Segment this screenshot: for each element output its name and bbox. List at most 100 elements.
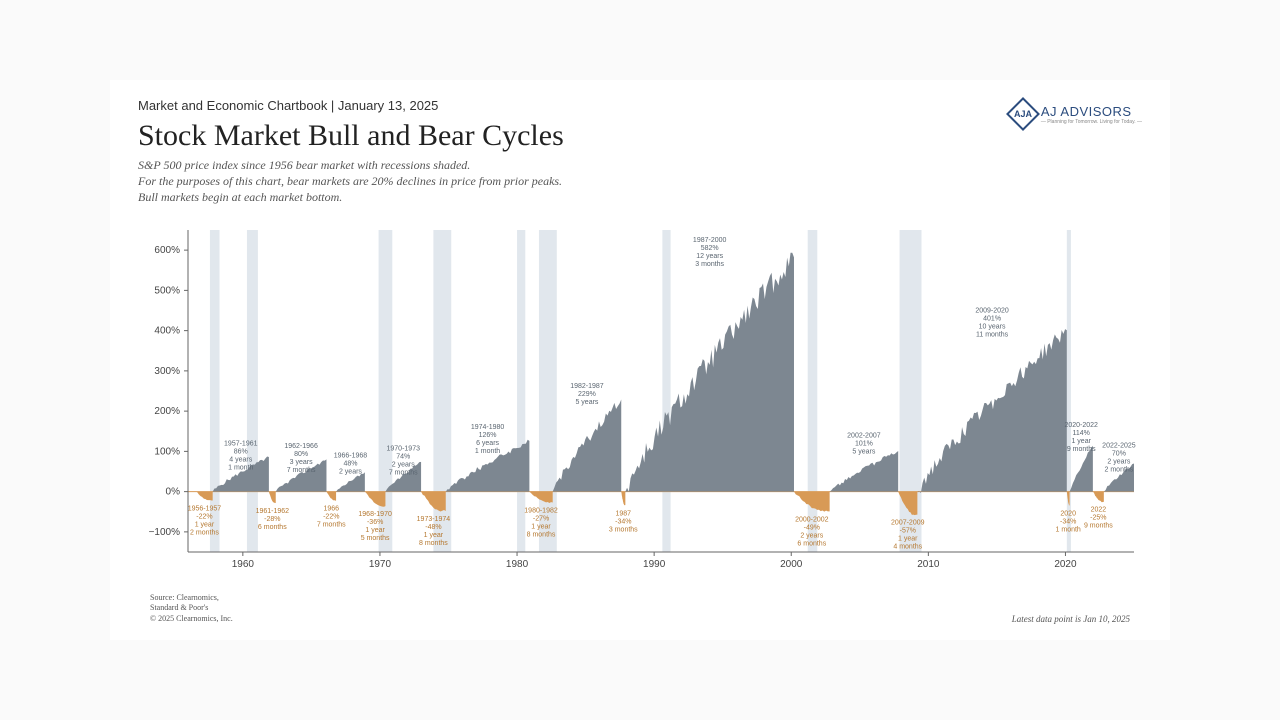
svg-text:1974-1980: 1974-1980 (471, 424, 505, 431)
svg-text:4 years: 4 years (229, 456, 252, 463)
svg-text:-22%: -22% (196, 513, 212, 520)
svg-text:7 months: 7 months (287, 467, 316, 474)
svg-text:5 years: 5 years (575, 399, 598, 406)
svg-text:1 month: 1 month (228, 464, 253, 471)
svg-text:1 year: 1 year (1071, 438, 1091, 445)
svg-text:7 months: 7 months (389, 470, 418, 477)
brand-name: AJ ADVISORS (1041, 104, 1142, 119)
svg-text:100%: 100% (154, 446, 180, 457)
svg-text:80%: 80% (294, 451, 308, 458)
svg-text:229%: 229% (578, 391, 596, 398)
svg-text:1987-2000: 1987-2000 (693, 237, 727, 244)
svg-text:1 year: 1 year (424, 532, 444, 539)
svg-text:1987: 1987 (616, 510, 632, 517)
svg-text:1 month: 1 month (1056, 526, 1081, 533)
svg-text:2 years: 2 years (339, 468, 362, 475)
svg-text:2002-2007: 2002-2007 (847, 432, 881, 439)
chart-area: −100%0%100%200%300%400%500%600%196019701… (138, 230, 1142, 580)
svg-text:582%: 582% (701, 245, 719, 252)
svg-text:600%: 600% (154, 245, 180, 256)
svg-text:3 months: 3 months (609, 526, 638, 533)
svg-text:1966: 1966 (323, 505, 339, 512)
svg-text:1973-1974: 1973-1974 (417, 516, 451, 523)
svg-text:1 year: 1 year (531, 523, 551, 530)
svg-text:10 years: 10 years (979, 324, 1006, 331)
svg-text:2000-2002: 2000-2002 (795, 516, 829, 523)
svg-text:2022-2025: 2022-2025 (1102, 442, 1136, 449)
svg-text:400%: 400% (154, 326, 180, 337)
svg-text:2 years: 2 years (1107, 458, 1130, 465)
svg-text:8 months: 8 months (419, 540, 448, 547)
svg-text:200%: 200% (154, 406, 180, 417)
svg-text:-25%: -25% (1090, 515, 1106, 522)
svg-text:86%: 86% (234, 448, 248, 455)
svg-text:500%: 500% (154, 285, 180, 296)
svg-text:5 years: 5 years (852, 448, 875, 455)
supertitle: Market and Economic Chartbook | January … (138, 98, 1011, 113)
svg-text:6 months: 6 months (797, 540, 826, 547)
svg-text:101%: 101% (855, 440, 873, 447)
svg-text:2022: 2022 (1091, 507, 1107, 514)
header-text: Market and Economic Chartbook | January … (138, 98, 1011, 206)
svg-text:114%: 114% (1073, 430, 1090, 437)
svg-text:11 months: 11 months (976, 332, 1009, 339)
svg-text:−100%: −100% (149, 527, 181, 538)
svg-text:48%: 48% (343, 460, 357, 467)
svg-text:1 year: 1 year (365, 527, 385, 534)
svg-text:-22%: -22% (323, 513, 339, 520)
header-row: Market and Economic Chartbook | January … (138, 98, 1142, 206)
chart-card: Market and Economic Chartbook | January … (110, 80, 1170, 640)
svg-text:8 months: 8 months (527, 531, 556, 538)
svg-text:9 months: 9 months (1067, 446, 1096, 453)
footer: Source: Clearnomics, Standard & Poor's ©… (150, 593, 1130, 624)
svg-text:1982-1987: 1982-1987 (570, 383, 604, 390)
copyright: © 2025 Clearnomics, Inc. (150, 614, 233, 624)
svg-text:1990: 1990 (643, 559, 666, 570)
svg-text:2 years: 2 years (392, 462, 415, 469)
svg-text:2020-2022: 2020-2022 (1064, 422, 1098, 429)
svg-text:5 months: 5 months (361, 535, 390, 542)
brand-badge-icon: AJA (1006, 97, 1040, 131)
svg-text:401%: 401% (983, 316, 1001, 323)
svg-text:-48%: -48% (425, 524, 441, 531)
svg-text:1956-1957: 1956-1957 (188, 505, 222, 512)
svg-text:1961-1962: 1961-1962 (256, 508, 290, 515)
svg-text:2009-2020: 2009-2020 (975, 308, 1009, 315)
svg-text:1980-1982: 1980-1982 (524, 507, 558, 514)
brand-logo: AJA AJ ADVISORS — Planning for Tomorrow.… (1011, 98, 1142, 126)
svg-text:2000: 2000 (780, 559, 803, 570)
svg-text:0%: 0% (166, 487, 181, 498)
svg-text:1962-1966: 1962-1966 (284, 443, 318, 450)
svg-text:-36%: -36% (367, 519, 383, 526)
svg-text:3 months: 3 months (695, 261, 724, 268)
chart-description: S&P 500 price index since 1956 bear mark… (138, 157, 1011, 206)
svg-text:7 months: 7 months (317, 521, 346, 528)
svg-text:1966-1968: 1966-1968 (334, 452, 368, 459)
svg-text:2010: 2010 (917, 559, 940, 570)
svg-text:70%: 70% (1112, 450, 1126, 457)
svg-text:1 year: 1 year (898, 536, 918, 543)
source-line: Source: Clearnomics, (150, 593, 233, 603)
svg-text:-27%: -27% (533, 515, 549, 522)
svg-text:1957-1961: 1957-1961 (224, 440, 258, 447)
svg-text:2 years: 2 years (800, 532, 823, 539)
desc-line: S&P 500 price index since 1956 bear mark… (138, 157, 1011, 173)
svg-text:2007-2009: 2007-2009 (891, 520, 925, 527)
svg-text:1970: 1970 (369, 559, 392, 570)
latest-data-note: Latest data point is Jan 10, 2025 (1012, 614, 1130, 624)
svg-text:1 month: 1 month (475, 448, 500, 455)
brand-tagline: — Planning for Tomorrow. Living for Toda… (1041, 119, 1142, 125)
svg-text:1970-1973: 1970-1973 (387, 446, 421, 453)
svg-text:1 year: 1 year (195, 521, 215, 528)
svg-text:-28%: -28% (264, 516, 280, 523)
desc-line: Bull markets begin at each market bottom… (138, 189, 1011, 205)
svg-text:300%: 300% (154, 366, 180, 377)
svg-text:-34%: -34% (615, 518, 631, 525)
brand-text: AJ ADVISORS — Planning for Tomorrow. Liv… (1041, 104, 1142, 125)
source-text: Source: Clearnomics, Standard & Poor's ©… (150, 593, 233, 624)
svg-text:1980: 1980 (506, 559, 529, 570)
svg-text:2020: 2020 (1054, 559, 1077, 570)
svg-text:2 months: 2 months (1105, 466, 1134, 473)
svg-text:-34%: -34% (1060, 518, 1076, 525)
svg-text:-57%: -57% (900, 528, 916, 535)
